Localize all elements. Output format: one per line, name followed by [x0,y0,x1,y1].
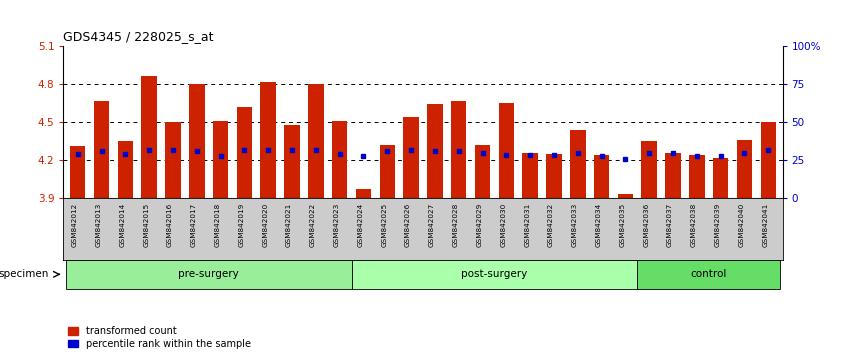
Bar [427,104,442,198]
Text: GSM842039: GSM842039 [715,203,721,247]
Bar [618,194,633,198]
Text: GSM842018: GSM842018 [215,203,221,247]
Text: GDS4345 / 228025_s_at: GDS4345 / 228025_s_at [63,30,214,44]
Text: GSM842031: GSM842031 [525,203,530,247]
Bar [237,107,252,198]
Text: GSM842016: GSM842016 [167,203,173,247]
Bar [66,260,352,289]
Text: GSM842012: GSM842012 [72,203,78,247]
Bar [547,154,562,198]
Text: GSM842037: GSM842037 [667,203,673,247]
Text: GSM842025: GSM842025 [382,203,387,247]
Bar [498,103,514,198]
Bar [352,260,637,289]
Bar [165,122,181,198]
Bar [332,121,348,198]
Bar [594,155,609,198]
Text: GSM842014: GSM842014 [119,203,125,247]
Text: GSM842023: GSM842023 [333,203,339,247]
Text: GSM842040: GSM842040 [739,203,744,247]
Bar [641,141,657,198]
Text: GSM842032: GSM842032 [548,203,554,247]
Bar [689,155,705,198]
Bar [189,84,205,198]
Bar [118,141,133,198]
Bar [737,140,752,198]
Bar [570,130,585,198]
Text: GSM842029: GSM842029 [476,203,482,247]
Text: GSM842026: GSM842026 [405,203,411,247]
Text: GSM842028: GSM842028 [453,203,459,247]
Bar [761,122,776,198]
Text: GSM842041: GSM842041 [762,203,768,247]
Text: GSM842021: GSM842021 [286,203,292,247]
Bar [637,260,780,289]
Bar [523,153,538,198]
Text: GSM842022: GSM842022 [310,203,316,247]
Text: GSM842019: GSM842019 [239,203,244,247]
Bar [475,145,491,198]
Text: GSM842030: GSM842030 [500,203,507,247]
Text: GSM842033: GSM842033 [572,203,578,247]
Bar [94,101,109,198]
Bar [404,117,419,198]
Text: GSM842034: GSM842034 [596,203,602,247]
Text: specimen: specimen [0,269,49,279]
Text: GSM842027: GSM842027 [429,203,435,247]
Bar [713,158,728,198]
Legend: transformed count, percentile rank within the sample: transformed count, percentile rank withi… [69,326,250,349]
Bar [284,125,299,198]
Text: GSM842024: GSM842024 [358,203,364,247]
Bar [308,84,323,198]
Bar [261,81,276,198]
Bar [380,145,395,198]
Text: GSM842036: GSM842036 [643,203,649,247]
Text: GSM842038: GSM842038 [691,203,697,247]
Text: post-surgery: post-surgery [461,269,528,279]
Text: GSM842013: GSM842013 [96,203,102,247]
Bar [213,121,228,198]
Text: GSM842035: GSM842035 [619,203,625,247]
Text: control: control [690,269,727,279]
Bar [451,101,466,198]
Bar [70,146,85,198]
Bar [141,76,157,198]
Text: GSM842020: GSM842020 [262,203,268,247]
Bar [665,153,681,198]
Text: GSM842017: GSM842017 [191,203,197,247]
Bar [355,189,371,198]
Text: pre-surgery: pre-surgery [179,269,239,279]
Text: GSM842015: GSM842015 [143,203,149,247]
